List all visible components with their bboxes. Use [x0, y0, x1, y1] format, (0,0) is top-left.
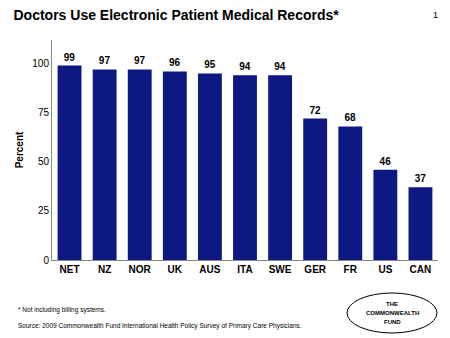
svg-text:UK: UK [168, 264, 183, 275]
svg-text:0: 0 [43, 255, 49, 266]
svg-text:* Not including billing system: * Not including billing systems. [18, 306, 106, 314]
svg-text:97: 97 [99, 55, 111, 66]
svg-text:50: 50 [38, 156, 50, 167]
svg-text:NET: NET [60, 264, 80, 275]
svg-text:SWE: SWE [269, 264, 292, 275]
svg-text:COMMONWEALTH: COMMONWEALTH [366, 310, 419, 316]
svg-text:25: 25 [38, 205, 50, 216]
svg-text:94: 94 [239, 61, 251, 72]
svg-text:100: 100 [32, 58, 49, 69]
svg-text:72: 72 [309, 105, 321, 116]
svg-text:FR: FR [344, 264, 358, 275]
svg-text:99: 99 [64, 52, 76, 63]
svg-text:95: 95 [204, 59, 216, 70]
svg-text:AUS: AUS [199, 264, 220, 275]
svg-text:68: 68 [344, 112, 356, 123]
svg-text:75: 75 [38, 107, 50, 118]
svg-text:ITA: ITA [237, 264, 252, 275]
svg-text:46: 46 [380, 156, 392, 167]
svg-text:94: 94 [274, 61, 286, 72]
svg-text:96: 96 [169, 57, 181, 68]
svg-text:Source: 2009 Commonwealth Fund: Source: 2009 Commonwealth Fund Internati… [18, 322, 302, 330]
svg-text:CAN: CAN [410, 264, 432, 275]
svg-text:1: 1 [433, 10, 438, 20]
svg-text:FUND: FUND [384, 319, 401, 325]
svg-text:THE: THE [386, 301, 398, 307]
svg-text:97: 97 [134, 55, 146, 66]
svg-text:37: 37 [415, 173, 427, 184]
svg-text:US: US [378, 264, 392, 275]
svg-text:NZ: NZ [98, 264, 111, 275]
svg-text:NOR: NOR [129, 264, 152, 275]
svg-text:GER: GER [304, 264, 326, 275]
svg-text:Percent: Percent [14, 131, 25, 168]
svg-text:Doctors Use Electronic Patient: Doctors Use Electronic Patient Medical R… [14, 7, 340, 23]
